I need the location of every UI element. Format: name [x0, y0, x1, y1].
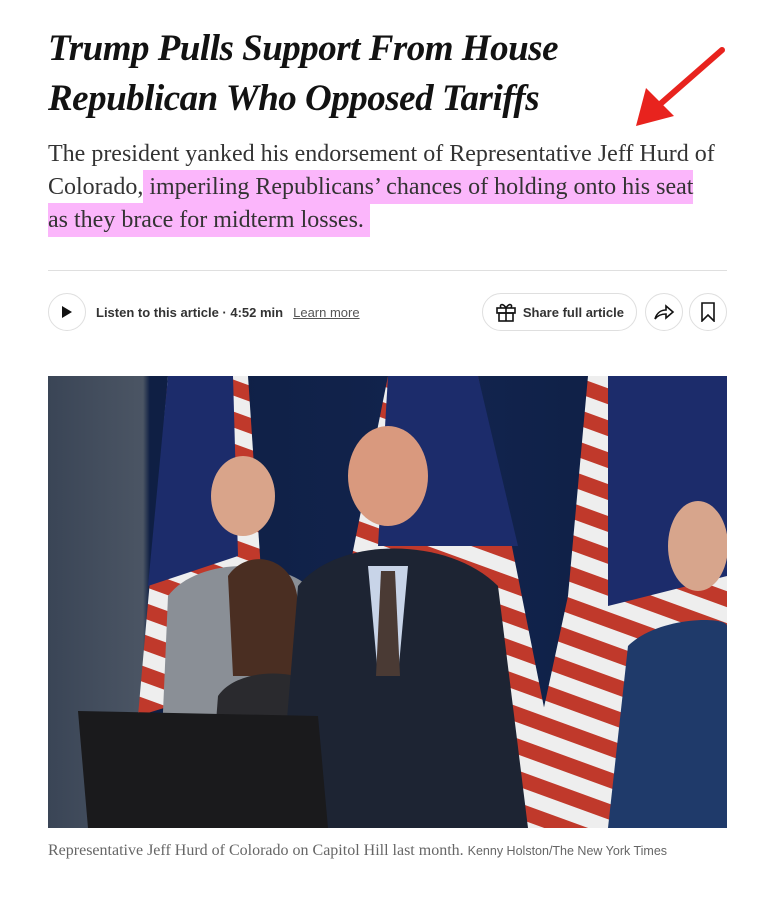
bookmark-icon: [701, 302, 715, 322]
share-button[interactable]: [645, 293, 683, 331]
summary-highlight: imperiling Republicans’ chances of holdi…: [48, 170, 694, 237]
share-label: Share full article: [522, 304, 624, 320]
photo-caption: Representative Jeff Hurd of Colorado on …: [48, 840, 708, 878]
listen-label: Listen to this article · 4:52 min: [96, 304, 284, 320]
summary-text: The president yanked his endorsement of …: [48, 141, 715, 200]
summary: The president yanked his endorsement of …: [48, 138, 718, 237]
photo-credit: Kenny Holston/The New York Times: [467, 844, 668, 858]
gift-icon: [496, 303, 516, 322]
bookmark-button[interactable]: [689, 293, 727, 331]
share-arrow-icon: [654, 304, 675, 320]
play-icon: [62, 306, 72, 318]
play-button[interactable]: [48, 293, 86, 331]
headline: Trump Pulls Support From House Republica…: [48, 28, 559, 119]
share-full-article-button[interactable]: Share full article: [481, 293, 637, 331]
divider: [48, 270, 727, 271]
press-conference-image: [78, 376, 727, 828]
article-toolbar: Listen to this article · 4:52 min Learn …: [48, 293, 727, 331]
article-header: Trump Pulls Support From House Republica…: [48, 28, 727, 878]
article-photo: [48, 376, 727, 828]
learn-more-link[interactable]: Learn more: [293, 304, 360, 320]
caption-text: Representative Jeff Hurd of Colorado on …: [48, 842, 464, 859]
podium: [78, 711, 328, 828]
